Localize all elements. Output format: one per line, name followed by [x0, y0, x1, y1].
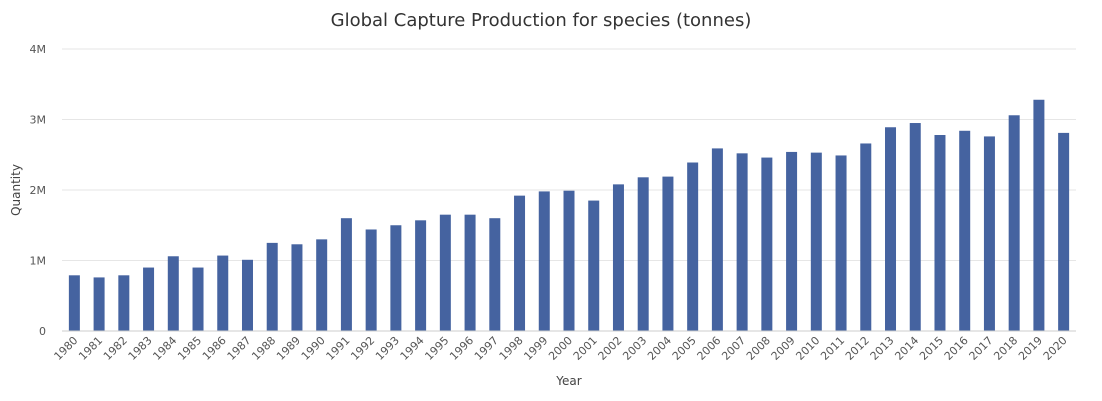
- x-tick-label: 1986: [200, 334, 229, 363]
- y-tick-label: 2M: [30, 184, 47, 197]
- x-tick-label: 2013: [868, 334, 897, 363]
- x-tick-label: 2007: [719, 334, 748, 363]
- x-tick-label: 2002: [596, 334, 625, 363]
- bar-2017[interactable]: [983, 136, 995, 331]
- x-tick-label: 1992: [348, 334, 377, 363]
- bar-1983[interactable]: [143, 267, 155, 331]
- bar-1980[interactable]: [68, 275, 80, 331]
- y-axis-ticks: 0 1M 2M 3M 4M: [30, 43, 47, 338]
- bar-1986[interactable]: [217, 255, 229, 331]
- x-tick-label: 1988: [249, 334, 278, 363]
- bar-1997[interactable]: [489, 218, 501, 331]
- bar-2004[interactable]: [662, 176, 674, 331]
- bar-1981[interactable]: [93, 277, 105, 331]
- x-tick-label: 2008: [744, 334, 773, 363]
- bar-1988[interactable]: [266, 242, 278, 331]
- bar-2016[interactable]: [959, 130, 971, 331]
- bar-2013[interactable]: [885, 127, 897, 331]
- x-axis-label: Year: [555, 374, 581, 388]
- x-tick-label: 2014: [892, 334, 921, 363]
- bar-2002[interactable]: [612, 184, 624, 331]
- x-tick-label: 2001: [571, 334, 600, 363]
- x-tick-label: 2010: [793, 334, 822, 363]
- x-tick-label: 1989: [274, 334, 303, 363]
- x-tick-label: 1983: [126, 334, 155, 363]
- bar-1993[interactable]: [390, 225, 402, 331]
- bar-2019[interactable]: [1033, 99, 1045, 331]
- x-tick-label: 2015: [917, 334, 946, 363]
- x-tick-label: 1980: [51, 334, 80, 363]
- x-tick-label: 1984: [150, 334, 179, 363]
- bar-2020[interactable]: [1058, 132, 1070, 331]
- x-axis-ticks: 1980198119821983198419851986198719881989…: [51, 334, 1069, 363]
- x-tick-label: 1996: [447, 334, 476, 363]
- bar-1999[interactable]: [538, 191, 550, 331]
- bar-1987[interactable]: [241, 259, 253, 331]
- x-tick-label: 2017: [967, 334, 996, 363]
- bar-1995[interactable]: [439, 214, 451, 331]
- x-tick-label: 2011: [818, 334, 847, 363]
- x-tick-label: 1997: [472, 334, 501, 363]
- x-tick-label: 2016: [942, 334, 971, 363]
- bar-1984[interactable]: [167, 256, 179, 331]
- bars: [68, 99, 1070, 332]
- x-tick-label: 2009: [769, 334, 798, 363]
- bar-2000[interactable]: [563, 190, 575, 331]
- bar-2003[interactable]: [637, 177, 649, 331]
- bar-2009[interactable]: [786, 151, 798, 331]
- bar-1982[interactable]: [118, 275, 130, 331]
- x-tick-label: 1981: [76, 334, 105, 363]
- x-tick-label: 1987: [225, 334, 254, 363]
- bar-2006[interactable]: [711, 148, 723, 331]
- x-tick-label: 2005: [670, 334, 699, 363]
- x-tick-label: 2006: [695, 334, 724, 363]
- x-tick-label: 1990: [299, 334, 328, 363]
- bar-2014[interactable]: [909, 123, 921, 332]
- x-tick-label: 1994: [398, 334, 427, 363]
- bar-2012[interactable]: [860, 143, 872, 331]
- bar-2001[interactable]: [588, 200, 600, 331]
- x-tick-label: 2003: [620, 334, 649, 363]
- bar-2007[interactable]: [736, 153, 748, 331]
- x-tick-label: 2019: [1016, 334, 1045, 363]
- x-tick-label: 2000: [546, 334, 575, 363]
- y-tick-label: 0: [39, 325, 46, 338]
- y-tick-label: 4M: [30, 43, 47, 56]
- bar-1989[interactable]: [291, 244, 303, 331]
- bar-1994[interactable]: [415, 220, 427, 331]
- bar-1985[interactable]: [192, 267, 204, 331]
- x-tick-label: 1982: [101, 334, 130, 363]
- x-tick-label: 2020: [1041, 334, 1070, 363]
- x-tick-label: 2018: [991, 334, 1020, 363]
- x-tick-label: 2012: [843, 334, 872, 363]
- bar-2011[interactable]: [835, 155, 847, 331]
- chart-title: Global Capture Production for species (t…: [331, 10, 752, 31]
- x-tick-label: 1998: [497, 334, 526, 363]
- bar-1996[interactable]: [464, 214, 476, 331]
- bar-1991[interactable]: [340, 218, 352, 331]
- x-tick-label: 1993: [373, 334, 402, 363]
- y-axis-label: Quantity: [9, 164, 23, 216]
- bar-2018[interactable]: [1008, 115, 1020, 332]
- bar-1998[interactable]: [514, 195, 526, 331]
- bar-2010[interactable]: [810, 152, 822, 331]
- bar-1990[interactable]: [316, 239, 328, 331]
- bar-1992[interactable]: [365, 229, 377, 331]
- x-tick-label: 1985: [175, 334, 204, 363]
- x-tick-label: 1999: [521, 334, 550, 363]
- x-tick-label: 1991: [324, 334, 353, 363]
- bar-2015[interactable]: [934, 135, 946, 331]
- x-tick-label: 1995: [422, 334, 451, 363]
- x-tick-label: 2004: [645, 334, 674, 363]
- bar-2008[interactable]: [761, 157, 773, 331]
- bar-2005[interactable]: [687, 162, 699, 331]
- y-tick-label: 1M: [30, 255, 47, 268]
- y-tick-label: 3M: [30, 114, 47, 127]
